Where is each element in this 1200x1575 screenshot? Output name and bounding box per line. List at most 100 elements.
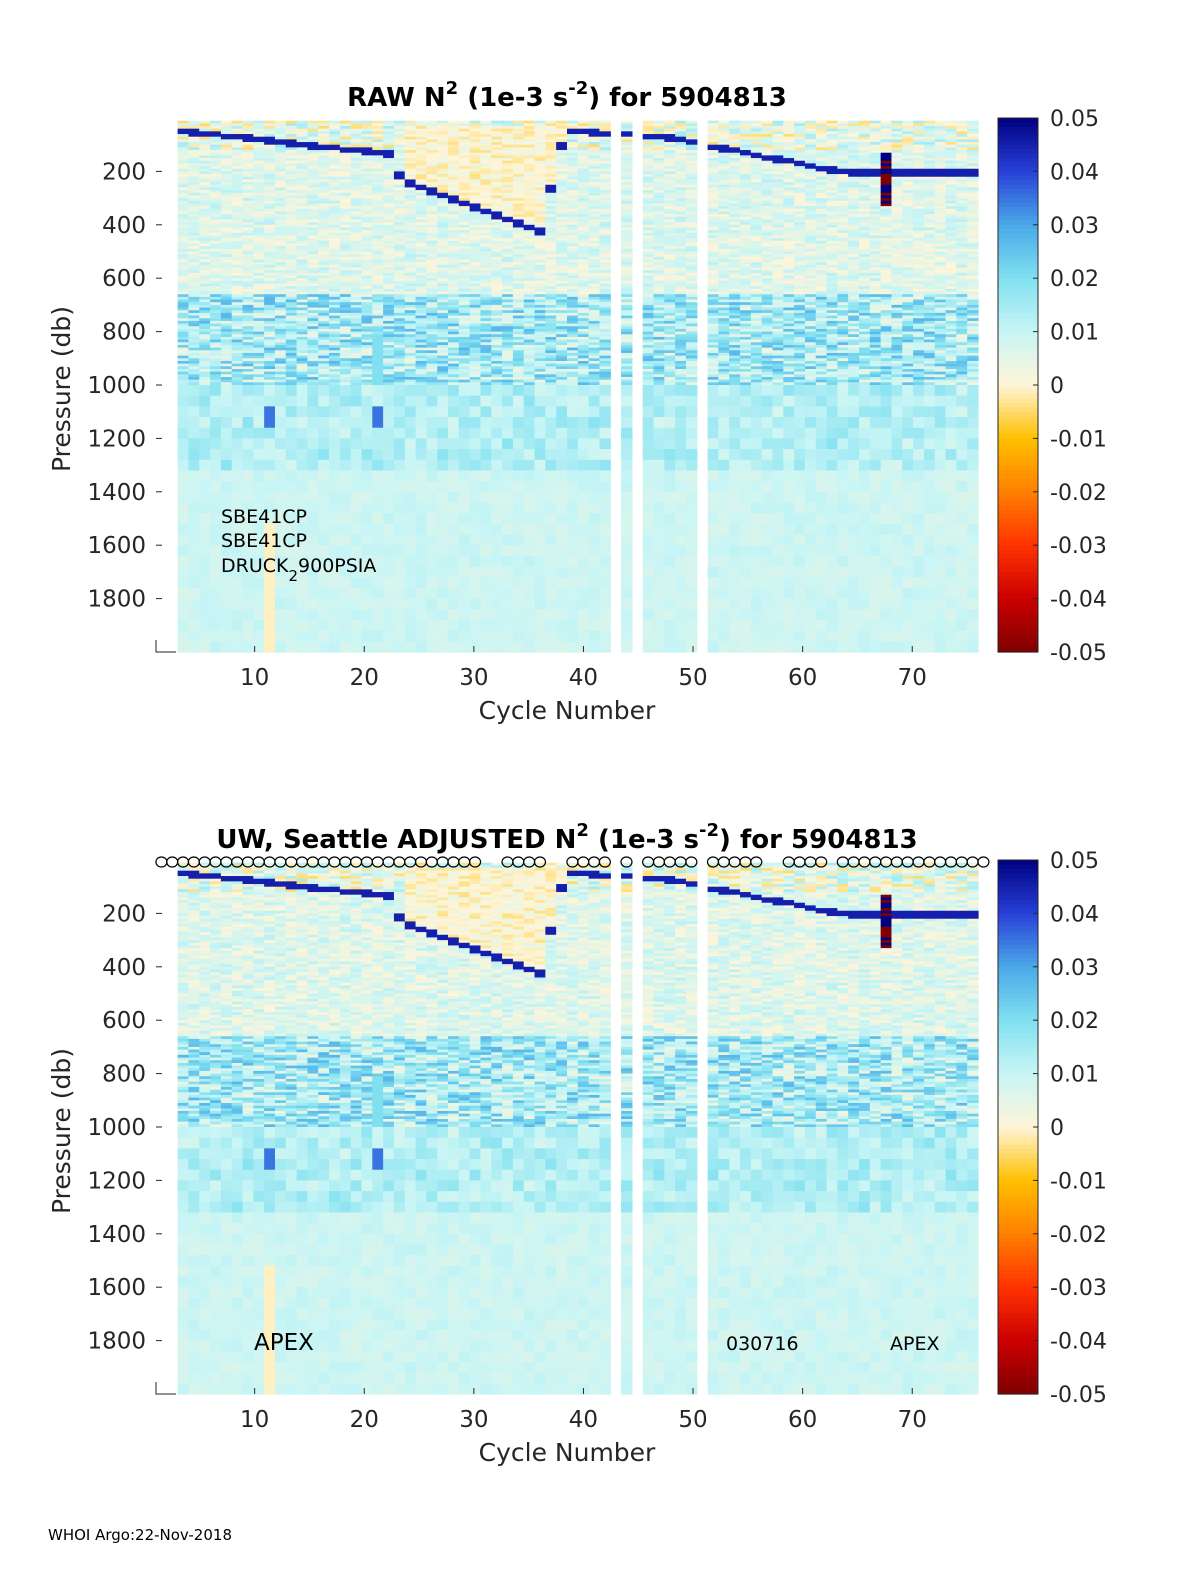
heatmap-cell bbox=[274, 174, 287, 178]
heatmap-cell bbox=[512, 320, 525, 325]
heatmap-cell bbox=[523, 427, 536, 439]
heatmap-cell bbox=[210, 187, 222, 191]
heatmap-cell bbox=[220, 360, 233, 365]
heatmap-cell bbox=[512, 491, 525, 504]
heatmap-cell bbox=[177, 187, 190, 191]
heatmap-cell bbox=[404, 534, 417, 546]
heatmap-cell bbox=[339, 190, 352, 194]
heatmap-cell bbox=[502, 339, 514, 343]
heatmap-cell bbox=[512, 144, 525, 148]
heatmap-cell bbox=[361, 235, 373, 239]
heatmap-cell bbox=[480, 294, 492, 298]
heatmap-cell bbox=[469, 320, 482, 325]
heatmap-cell bbox=[437, 513, 449, 525]
heatmap-cell bbox=[307, 158, 319, 162]
heatmap-cell bbox=[264, 168, 276, 172]
heatmap-cell bbox=[242, 587, 254, 600]
heatmap-cell bbox=[188, 206, 200, 210]
heatmap-cell bbox=[426, 198, 438, 202]
heatmap-cell bbox=[318, 166, 330, 170]
heatmap-cell bbox=[556, 240, 568, 245]
heatmap-cell bbox=[318, 216, 330, 221]
heatmap-cell bbox=[448, 406, 460, 418]
heatmap-cell bbox=[393, 208, 406, 213]
heatmap-cell bbox=[274, 230, 287, 234]
heatmap-cell bbox=[502, 641, 514, 653]
heatmap-cell bbox=[220, 358, 233, 362]
heatmap-cell bbox=[588, 227, 601, 231]
heatmap-cell bbox=[437, 251, 449, 255]
heatmap-cell bbox=[393, 307, 406, 311]
heatmap-cell bbox=[426, 304, 438, 309]
heatmap-cell bbox=[253, 449, 265, 461]
heatmap-cell bbox=[253, 174, 265, 178]
heatmap-cell bbox=[480, 163, 492, 167]
heatmap-cell bbox=[437, 192, 449, 197]
heatmap-cell bbox=[296, 326, 309, 330]
heatmap-cell bbox=[404, 128, 417, 132]
heatmap-cell bbox=[512, 264, 525, 269]
heatmap-cell bbox=[199, 163, 211, 167]
heatmap-cell bbox=[210, 192, 222, 197]
heatmap-cell bbox=[296, 534, 309, 546]
heatmap-cell bbox=[199, 227, 211, 231]
heatmap-cell bbox=[512, 214, 525, 218]
heatmap-cell bbox=[534, 334, 546, 338]
heatmap-cell bbox=[567, 302, 579, 306]
heatmap-cell bbox=[231, 491, 244, 504]
heatmap-cell bbox=[383, 315, 395, 319]
heatmap-cell bbox=[242, 288, 254, 293]
heatmap-cell bbox=[404, 142, 417, 146]
heatmap-cell bbox=[177, 166, 190, 170]
heatmap-cell bbox=[210, 203, 222, 207]
heatmap-cell bbox=[567, 142, 579, 146]
heatmap-cell bbox=[588, 307, 601, 311]
heatmap-cell bbox=[339, 438, 352, 450]
heatmap-cell bbox=[264, 304, 276, 309]
heatmap-cell bbox=[437, 256, 449, 261]
heatmap-cell bbox=[545, 152, 557, 156]
heatmap-cell bbox=[491, 545, 503, 557]
heatmap-cell bbox=[426, 222, 438, 226]
heatmap-cell bbox=[415, 134, 427, 138]
heatmap-cell bbox=[567, 211, 579, 215]
heatmap-cell bbox=[361, 160, 373, 164]
heatmap-cell bbox=[534, 342, 546, 346]
heatmap-cell bbox=[567, 171, 579, 175]
heatmap-cell bbox=[426, 523, 438, 536]
heatmap-cell bbox=[383, 360, 395, 365]
heatmap-cell bbox=[556, 211, 568, 215]
heatmap-cell bbox=[231, 200, 244, 205]
heatmap-cell bbox=[437, 385, 449, 397]
heatmap-cell bbox=[448, 366, 460, 370]
heatmap-cell bbox=[220, 246, 233, 250]
heatmap-cell bbox=[231, 187, 244, 191]
heatmap-cell bbox=[199, 270, 211, 274]
heatmap-cell bbox=[383, 555, 395, 568]
heatmap-cell bbox=[458, 195, 471, 199]
heatmap-cell bbox=[199, 417, 211, 429]
heatmap-cell bbox=[307, 123, 319, 127]
heatmap-cell bbox=[231, 318, 244, 322]
heatmap-cell bbox=[404, 144, 417, 148]
heatmap-cell bbox=[458, 336, 471, 341]
heatmap-cell bbox=[502, 192, 514, 197]
heatmap-cell bbox=[296, 222, 309, 226]
heatmap-cell bbox=[296, 158, 309, 162]
heatmap-cell bbox=[264, 131, 276, 135]
heatmap-cell bbox=[177, 171, 190, 175]
heatmap-cell bbox=[383, 339, 395, 343]
heatmap-cell bbox=[274, 160, 287, 164]
heatmap-cell bbox=[188, 288, 200, 293]
heatmap-cell bbox=[177, 376, 190, 381]
heatmap-cell bbox=[210, 302, 222, 306]
heatmap-cell bbox=[329, 206, 341, 210]
heatmap-cell bbox=[534, 438, 546, 450]
heatmap-cell bbox=[199, 347, 211, 351]
heatmap-cell bbox=[469, 406, 482, 418]
heatmap-cell bbox=[318, 214, 330, 218]
heatmap-cell bbox=[307, 267, 319, 271]
heatmap-cell bbox=[545, 352, 557, 357]
heatmap-cell bbox=[577, 379, 590, 383]
heatmap-cell bbox=[588, 523, 601, 536]
